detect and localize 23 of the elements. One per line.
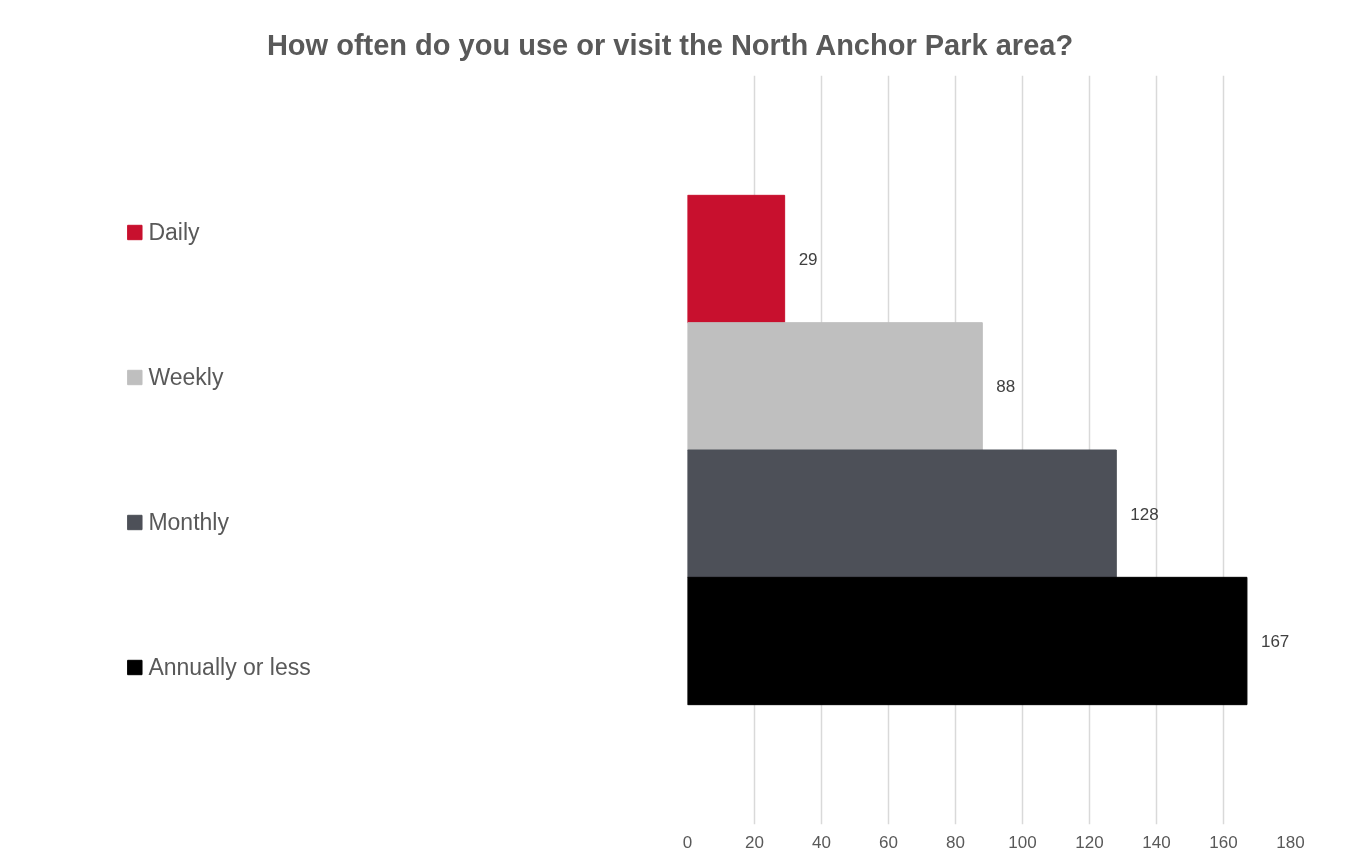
x-tick-label: 120 (1075, 832, 1104, 852)
legend-label: Daily (148, 218, 200, 246)
x-tick-label: 40 (812, 832, 831, 852)
bar (687, 576, 1248, 706)
legend-label: Monthly (148, 508, 229, 536)
x-tick-label: 160 (1209, 832, 1238, 852)
chart-title: How often do you use or visit the North Anchor Park area? (266, 28, 1074, 63)
x-tick-label: 100 (1008, 832, 1037, 852)
x-tick-label: 140 (1142, 832, 1171, 852)
data-label: 29 (798, 250, 818, 270)
x-tick-label: 180 (1276, 832, 1305, 852)
bar (687, 449, 1117, 578)
data-label: 128 (1130, 504, 1159, 524)
x-tick-label: 60 (879, 832, 898, 852)
x-tick-label: 80 (946, 832, 965, 852)
x-tick-label: 0 (682, 832, 693, 852)
bar (687, 194, 786, 324)
legend-label: Annually or less (148, 653, 311, 681)
data-label: 88 (996, 377, 1016, 397)
x-tick-label: 20 (745, 832, 764, 852)
legend-label: Weekly (148, 363, 224, 391)
bar (687, 322, 983, 451)
data-label: 167 (1260, 631, 1290, 651)
